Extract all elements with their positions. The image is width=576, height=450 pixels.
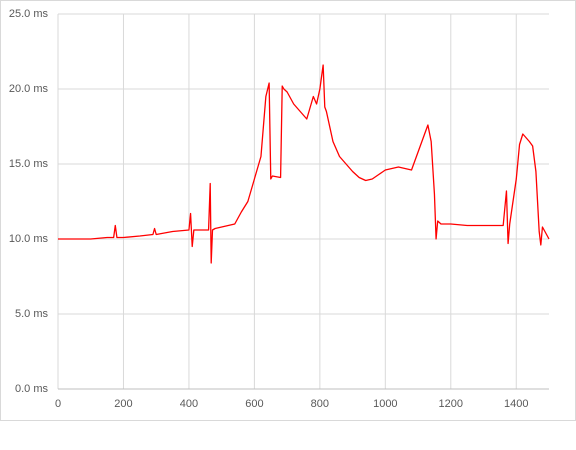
x-tick-label: 200 [114,398,132,410]
x-tick-label: 400 [180,398,198,410]
chart-frame [0,0,576,421]
x-tick-label: 800 [311,398,329,410]
y-tick-label: 10.0 ms [9,233,49,245]
x-tick-label: 600 [245,398,263,410]
y-tick-label: 0.0 ms [15,383,49,395]
y-tick-label: 15.0 ms [9,158,49,170]
y-tick-label: 25.0 ms [9,8,49,20]
x-tick-label: 1200 [439,398,463,410]
data-line [58,64,550,264]
x-tick-label: 0 [55,398,61,410]
x-tick-label: 1400 [504,398,528,410]
x-tick-label: 1000 [373,398,397,410]
y-tick-label: 5.0 ms [15,308,49,320]
y-tick-label: 20.0 ms [9,83,49,95]
